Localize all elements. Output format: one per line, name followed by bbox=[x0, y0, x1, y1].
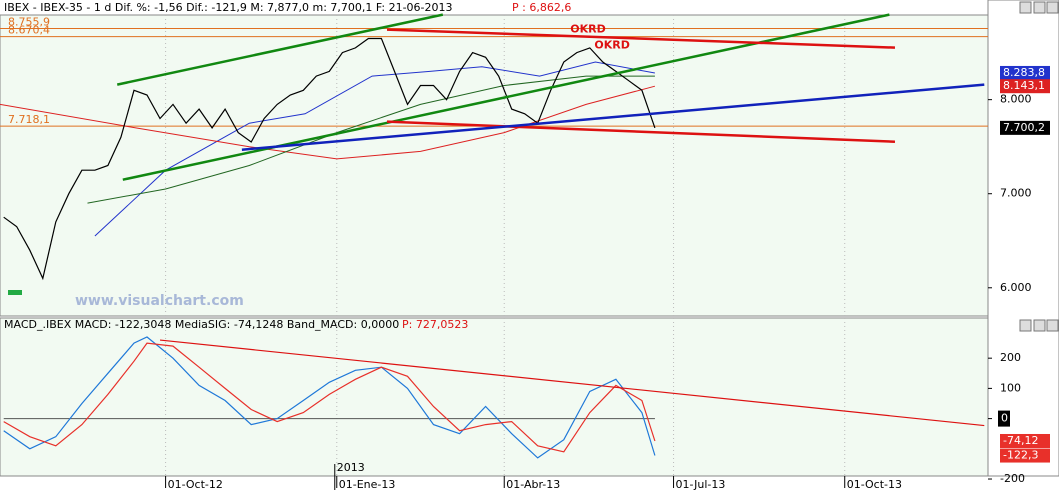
last-value-label: -74,12 bbox=[1003, 434, 1038, 447]
series-line bbox=[3, 336, 656, 459]
y-tick-label: 200 bbox=[1000, 351, 1021, 364]
macd-title: MACD_.IBEX MACD: -122,3048 MediaSIG: -74… bbox=[4, 318, 399, 331]
trendline bbox=[159, 339, 985, 427]
level-label: 8.670,4 bbox=[8, 24, 50, 37]
last-value-label: -122,3 bbox=[1003, 449, 1038, 462]
last-value-label: 8.143,1 bbox=[1003, 79, 1045, 92]
y-tick-label: 8.000 bbox=[1000, 93, 1032, 106]
watermark: www.visualchart.com bbox=[75, 293, 244, 309]
moving-average bbox=[87, 75, 655, 204]
level-label: 7.718,1 bbox=[8, 113, 50, 126]
x-tick-label: 01-Abr-13 bbox=[506, 478, 560, 491]
macd-title-extra: P: 727,0523 bbox=[402, 318, 468, 331]
zero-box bbox=[998, 410, 1010, 427]
price-pane bbox=[0, 14, 989, 317]
last-value-box bbox=[1000, 433, 1050, 448]
last-value-label: 8.283,8 bbox=[1003, 66, 1045, 79]
last-value-box bbox=[1000, 79, 1050, 94]
marker bbox=[8, 290, 22, 295]
last-value-box bbox=[1000, 448, 1050, 463]
level-label: 8.755,9 bbox=[8, 16, 50, 29]
button[interactable] bbox=[1019, 319, 1032, 332]
window-buttons[interactable] bbox=[1019, 1, 1059, 332]
annotation: OKRD bbox=[594, 39, 629, 52]
moving-average bbox=[94, 61, 655, 237]
x-tick-label: 01-Ene-13 bbox=[339, 478, 396, 491]
trendline bbox=[386, 120, 896, 143]
trendline bbox=[116, 13, 444, 86]
series-line bbox=[3, 342, 656, 453]
trendline bbox=[386, 28, 896, 49]
y-tick-label: 7.000 bbox=[1000, 187, 1032, 200]
series-line bbox=[3, 37, 656, 281]
x-tick-label: 01-Jul-13 bbox=[676, 478, 726, 491]
last-value-label: 7.700,2 bbox=[1003, 121, 1045, 134]
trendline bbox=[241, 83, 985, 151]
title-extra: P : 6,862,6 bbox=[512, 1, 571, 14]
button[interactable] bbox=[1033, 319, 1046, 332]
y-tick-label: 0 bbox=[1001, 412, 1008, 425]
y-tick-label: -200 bbox=[1000, 472, 1025, 485]
moving-average bbox=[0, 85, 656, 160]
button[interactable] bbox=[1019, 1, 1032, 14]
title: IBEX - IBEX-35 - 1 d Dif. %: -1,56 Dif.:… bbox=[4, 1, 453, 14]
button[interactable] bbox=[1033, 1, 1046, 14]
y-tick-label: 6.000 bbox=[1000, 281, 1032, 294]
year-label: 2013 bbox=[337, 461, 365, 474]
last-value-box bbox=[1000, 120, 1050, 135]
last-value-box bbox=[1000, 65, 1050, 80]
x-tick-label: 01-Oct-13 bbox=[847, 478, 902, 491]
button[interactable] bbox=[1046, 1, 1059, 14]
button[interactable] bbox=[1046, 319, 1059, 332]
y-tick-label: 100 bbox=[1000, 381, 1021, 394]
annotation: OKRD bbox=[570, 23, 605, 36]
macd-pane bbox=[0, 317, 989, 477]
x-tick-label: 01-Oct-12 bbox=[168, 478, 223, 491]
